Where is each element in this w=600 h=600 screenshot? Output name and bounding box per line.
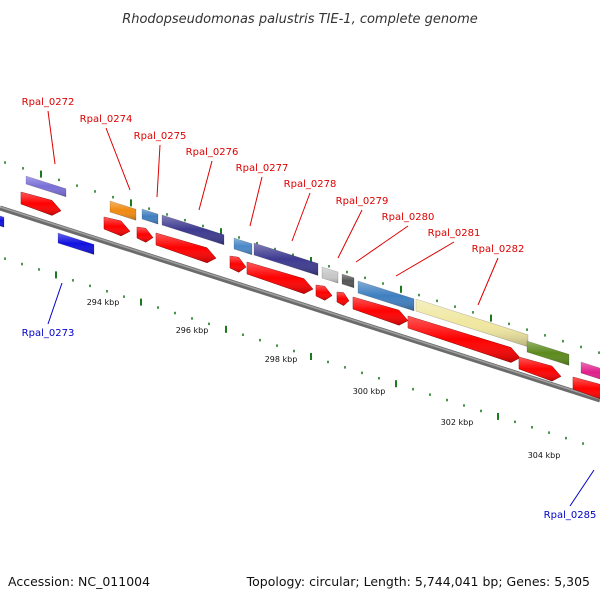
map-title: Rhodopseudomonas palustris TIE-1, comple… xyxy=(122,12,478,27)
kbp-label: 298 kbp xyxy=(265,355,298,364)
gene-feature-shading xyxy=(254,243,318,276)
gene-feature-shading xyxy=(110,201,136,221)
cds-arrows xyxy=(20,191,600,400)
gene-feature-shading xyxy=(358,281,414,311)
cds-arrow-shading xyxy=(137,227,153,243)
callout-line xyxy=(355,225,409,263)
kbp-label: 296 kbp xyxy=(176,326,209,335)
genome-backbone xyxy=(0,205,600,403)
gene-feature-shading xyxy=(162,215,224,245)
callout-line xyxy=(156,144,161,198)
callout-line xyxy=(198,160,213,211)
callout-line xyxy=(477,257,499,306)
gene-label-rpal-0280[interactable]: Rpal_0280 xyxy=(382,212,435,223)
kbp-label: 304 kbp xyxy=(528,451,561,460)
gene-label-rpal-0274[interactable]: Rpal_0274 xyxy=(80,114,133,125)
callout-line xyxy=(337,209,363,259)
gene-feature-shading xyxy=(142,209,158,225)
gene-feature-shading xyxy=(322,267,338,284)
callout-line xyxy=(47,110,56,165)
gene-feature-shading xyxy=(0,215,4,228)
topology-label: Topology: circular; Length: 5,744,041 bp… xyxy=(246,574,590,589)
callout-line xyxy=(395,241,455,277)
gene-label-rpal-0285[interactable]: Rpal_0285 xyxy=(544,510,597,521)
cds-arrow-shading xyxy=(104,217,130,236)
kbp-label: 300 kbp xyxy=(353,387,386,396)
gene-label-rpal-0282[interactable]: Rpal_0282 xyxy=(472,244,525,255)
cds-arrow-shading xyxy=(337,292,349,306)
kbp-label: 294 kbp xyxy=(87,298,120,307)
gene-label-rpal-0276[interactable]: Rpal_0276 xyxy=(186,147,239,158)
gene-feature-shading xyxy=(234,238,252,255)
gene-label-rpal-0279[interactable]: Rpal_0279 xyxy=(336,196,389,207)
kbp-label: 302 kbp xyxy=(441,418,474,427)
callout-line xyxy=(249,176,263,227)
gene-label-rpal-0272[interactable]: Rpal_0272 xyxy=(22,97,75,108)
tick-marks xyxy=(4,161,600,445)
cds-arrow-shading xyxy=(316,285,332,301)
callout-line xyxy=(47,282,63,325)
gene-label-rpal-0273[interactable]: Rpal_0273 xyxy=(22,328,75,339)
cds-arrow-shading xyxy=(519,357,561,382)
cds-arrow-shading xyxy=(573,377,600,399)
cds-arrow-shading xyxy=(408,316,520,363)
callout-line xyxy=(105,127,131,191)
gene-label-rpal-0275[interactable]: Rpal_0275 xyxy=(134,131,187,142)
genome-backbone-highlight xyxy=(0,206,600,400)
gene-feature-shading xyxy=(342,274,354,288)
gene-feature-shading xyxy=(581,362,600,380)
accession-label: Accession: NC_011004 xyxy=(8,574,150,589)
gene-feature-shading xyxy=(26,176,66,197)
gene-feature-shading xyxy=(527,341,569,366)
gene-label-rpal-0281[interactable]: Rpal_0281 xyxy=(428,228,481,239)
callout-line xyxy=(291,192,311,242)
gene-label-rpal-0277[interactable]: Rpal_0277 xyxy=(236,163,289,174)
gene-feature-shading xyxy=(58,233,94,255)
cds-arrow-shading xyxy=(247,262,313,294)
cds-arrow-shading xyxy=(21,192,61,216)
cds-arrow-shading xyxy=(353,297,408,326)
kbp-scale: 294 kbp 296 kbp 298 kbp 300 kbp 302 kbp 304 k… xyxy=(87,298,561,460)
cds-arrow-shading xyxy=(156,233,216,263)
gene-features xyxy=(0,175,600,380)
callout-line xyxy=(569,469,595,507)
cds-arrow-shading xyxy=(230,256,246,273)
gene-feature-shading xyxy=(416,299,528,347)
gene-label-rpal-0278[interactable]: Rpal_0278 xyxy=(284,179,337,190)
